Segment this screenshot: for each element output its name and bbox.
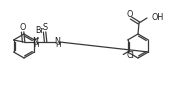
Text: S: S [42,24,47,33]
Text: N: N [33,37,38,46]
Text: Br: Br [35,26,44,35]
Text: Cl: Cl [126,51,134,60]
Text: O: O [19,24,26,33]
Text: N: N [55,37,61,46]
Text: O: O [127,10,133,19]
Text: OH: OH [152,13,164,21]
Text: H: H [33,42,38,48]
Text: H: H [55,42,60,48]
